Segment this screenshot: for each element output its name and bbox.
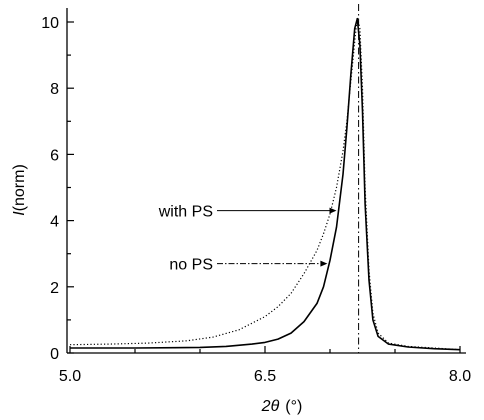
y-tick-label: 0 [50,346,59,363]
annotations-layer: with PS no PS [158,204,337,274]
x-axis-ticks: 5.0 6.5 8.0 [59,346,471,385]
y-axis-symbol: I [11,211,28,216]
y-axis-ticks: 0 2 4 6 8 10 [41,15,74,363]
y-axis-title: I(norm) [11,164,28,216]
series-with-ps-line [69,16,461,351]
axes [66,8,466,354]
annotation-with-ps-arrowhead [329,207,337,214]
series-layer [69,4,461,353]
annotation-no-ps-label: no PS [169,257,213,274]
x-tick-label: 5.0 [59,368,81,385]
y-tick-label: 8 [50,81,59,98]
x-axis-unit: (°) [285,398,302,415]
y-tick-label: 6 [50,147,59,164]
y-tick-label: 10 [41,15,59,32]
annotation-no-ps-arrowhead [320,260,328,267]
x-tick-label: 8.0 [449,368,471,385]
y-tick-label: 4 [50,214,59,231]
y-axis-unit: (norm) [11,164,28,211]
x-axis-title: 2θ (°) [261,398,303,415]
x-axis-symbol: 2θ [261,398,280,415]
y-tick-label: 2 [50,280,59,297]
series-no-ps-line [70,17,461,351]
annotation-with-ps-label: with PS [158,204,213,221]
x-tick-label: 6.5 [254,368,276,385]
